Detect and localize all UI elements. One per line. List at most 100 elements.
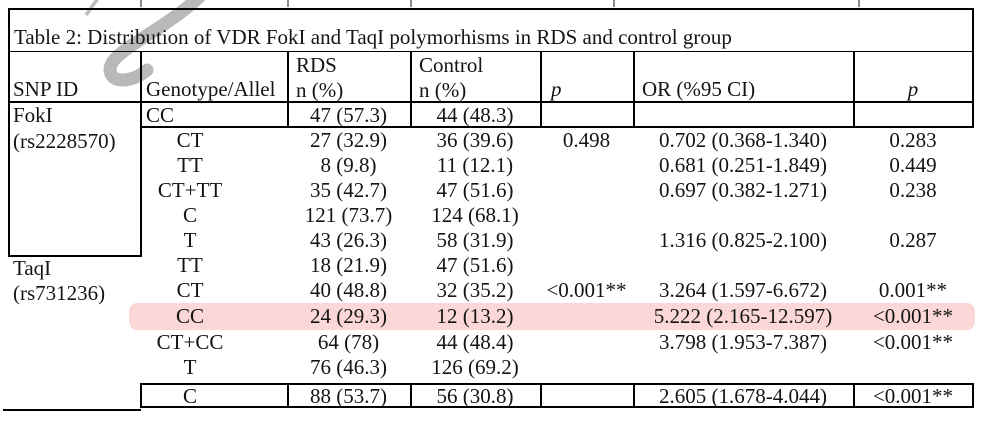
or-cell: 3.798 (1.953-7.387) bbox=[659, 330, 827, 354]
p-cell: 0.498 bbox=[562, 128, 611, 152]
table-row: T 76 (46.3) 126 (69.2) bbox=[0, 355, 999, 380]
p2-cell: <0.001** bbox=[872, 304, 954, 328]
rds-cell: 8 (9.8) bbox=[320, 153, 377, 177]
header-control-line1: Control bbox=[419, 53, 484, 77]
control-cell: 47 (51.6) bbox=[436, 178, 514, 202]
bleed-tick bbox=[410, 0, 412, 7]
genotype-cell: CC bbox=[146, 103, 175, 127]
genotype-cell: CT bbox=[176, 128, 204, 152]
rds-cell: 35 (42.7) bbox=[310, 178, 387, 202]
genotype-cell: CT bbox=[176, 278, 204, 302]
rds-cell: 43 (26.3) bbox=[310, 228, 387, 252]
bottom-box-v1 bbox=[140, 383, 142, 408]
p-or-divider bbox=[633, 51, 635, 128]
header-rds-line1: RDS bbox=[296, 53, 337, 77]
rds-cell: 24 (29.3) bbox=[310, 304, 387, 328]
snp-group-name: TaqI bbox=[13, 256, 52, 280]
p-cell: <0.001** bbox=[546, 278, 627, 302]
rds-cell: 76 (46.3) bbox=[310, 355, 387, 379]
bottom-box-v5 bbox=[633, 383, 635, 408]
rds-cell: 64 (78) bbox=[317, 330, 380, 354]
genotype-cell: CT+CC bbox=[156, 330, 224, 354]
or-p-divider bbox=[853, 51, 855, 128]
control-cell: 32 (35.2) bbox=[436, 278, 514, 302]
control-cell: 47 (51.6) bbox=[436, 253, 514, 277]
table-caption: Table 2: Distribution of VDR FokI and Ta… bbox=[14, 25, 732, 49]
bleed-tick bbox=[858, 0, 860, 7]
table-right-border bbox=[972, 8, 974, 128]
genotype-cell: TT bbox=[177, 253, 203, 277]
table-row: CT+CC 64 (78) 44 (48.4) 3.798 (1.953-7.3… bbox=[0, 330, 999, 355]
rds-control-divider bbox=[410, 51, 412, 128]
genotype-cell: T bbox=[183, 355, 197, 379]
table-top-border bbox=[8, 8, 974, 10]
table-row-boxed: C 88 (53.7) 56 (30.8) 2.605 (1.678-4.044… bbox=[0, 384, 999, 408]
p2-cell: <0.001** bbox=[872, 384, 954, 408]
p2-cell: 0.287 bbox=[889, 228, 937, 252]
bottom-box-v6 bbox=[853, 383, 855, 408]
snp-column-divider bbox=[140, 51, 142, 257]
rds-cell: 18 (21.9) bbox=[310, 253, 387, 277]
or-cell: 1.316 (0.825-2.100) bbox=[659, 228, 827, 252]
title-bottom-border bbox=[8, 51, 974, 52]
control-cell: 12 (13.2) bbox=[436, 304, 514, 328]
bleed-tick bbox=[613, 0, 615, 7]
header-rds: RDS n (%) bbox=[296, 53, 343, 102]
snp-group-rs: (rs2228570) bbox=[13, 129, 116, 153]
control-cell: 44 (48.3) bbox=[436, 103, 514, 127]
control-cell: 36 (39.6) bbox=[436, 128, 514, 152]
genotype-cell: TT bbox=[177, 153, 203, 177]
snp-group-name: FokI bbox=[13, 103, 53, 127]
control-cell: 58 (31.9) bbox=[436, 228, 514, 252]
bottom-box-v2 bbox=[287, 383, 289, 408]
header-bottom-border bbox=[8, 101, 974, 103]
genotype-cell: C bbox=[182, 384, 197, 408]
genotype-rds-divider bbox=[287, 51, 289, 128]
table-row: CT 27 (32.9) 36 (39.6) 0.498 0.702 (0.36… bbox=[0, 128, 999, 153]
table-row: CC 47 (57.3) 44 (48.3) bbox=[0, 103, 999, 128]
rds-cell: 121 (73.7) bbox=[304, 203, 393, 227]
genotype-cell: CT+TT bbox=[157, 178, 223, 202]
table-row: TT 8 (9.8) 11 (12.1) 0.681 (0.251-1.849)… bbox=[0, 153, 999, 178]
rds-cell: 40 (48.8) bbox=[310, 278, 387, 302]
table-row-highlighted: CC 24 (29.3) 12 (13.2) 5.222 (2.165-12.5… bbox=[0, 304, 999, 329]
control-cell: 56 (30.8) bbox=[436, 384, 514, 408]
p2-cell: 0.449 bbox=[889, 153, 937, 177]
or-cell: 0.697 (0.382-1.271) bbox=[659, 178, 827, 202]
p2-cell: 0.283 bbox=[889, 128, 937, 152]
bleed-tick bbox=[287, 0, 289, 7]
bleed-tick bbox=[140, 0, 142, 7]
or-cell: 0.681 (0.251-1.849) bbox=[659, 153, 827, 177]
bottom-left-stub-border bbox=[3, 409, 141, 411]
p2-cell: 0.001** bbox=[878, 278, 948, 302]
p2-cell: 0.238 bbox=[889, 178, 937, 202]
control-cell: 44 (48.4) bbox=[436, 330, 514, 354]
header-or-ci: OR (%95 CI) bbox=[642, 77, 756, 101]
control-cell: 124 (68.1) bbox=[431, 203, 519, 227]
control-cell: 126 (69.2) bbox=[431, 355, 519, 379]
or-cell: 3.264 (1.597-6.672) bbox=[659, 278, 827, 302]
highlight-row-band bbox=[129, 303, 975, 330]
header-p-value: p bbox=[551, 77, 562, 101]
p2-cell: <0.001** bbox=[872, 330, 954, 354]
control-p-divider bbox=[540, 51, 542, 128]
table-row: CT+TT 35 (42.7) 47 (51.6) 0.697 (0.382-1… bbox=[0, 178, 999, 203]
header-control: Control n (%) bbox=[419, 53, 483, 102]
bottom-box-right-border bbox=[972, 383, 974, 408]
header-p-value-2: p bbox=[907, 77, 919, 101]
header-control-line2: n (%) bbox=[419, 77, 467, 102]
first-row-bottom-border bbox=[140, 126, 974, 128]
rds-cell: 88 (53.7) bbox=[310, 384, 387, 408]
control-cell: 11 (12.1) bbox=[436, 153, 514, 177]
table-row: TT 18 (21.9) 47 (51.6) bbox=[0, 253, 999, 278]
or-cell: 0.702 (0.368-1.340) bbox=[659, 128, 827, 152]
genotype-cell: T bbox=[183, 228, 197, 252]
genotype-cell: C bbox=[182, 203, 197, 227]
table-row: C 121 (73.7) 124 (68.1) bbox=[0, 203, 999, 228]
header-snp-id: SNP ID bbox=[13, 77, 79, 101]
header-genotype-allel: Genotype/Allel bbox=[146, 77, 276, 101]
snp-group-rs: (rs731236) bbox=[13, 281, 106, 305]
rds-cell: 27 (32.9) bbox=[310, 128, 387, 152]
or-cell: 2.605 (1.678-4.044) bbox=[659, 384, 827, 408]
foki-cell-bottom-border bbox=[8, 255, 142, 257]
